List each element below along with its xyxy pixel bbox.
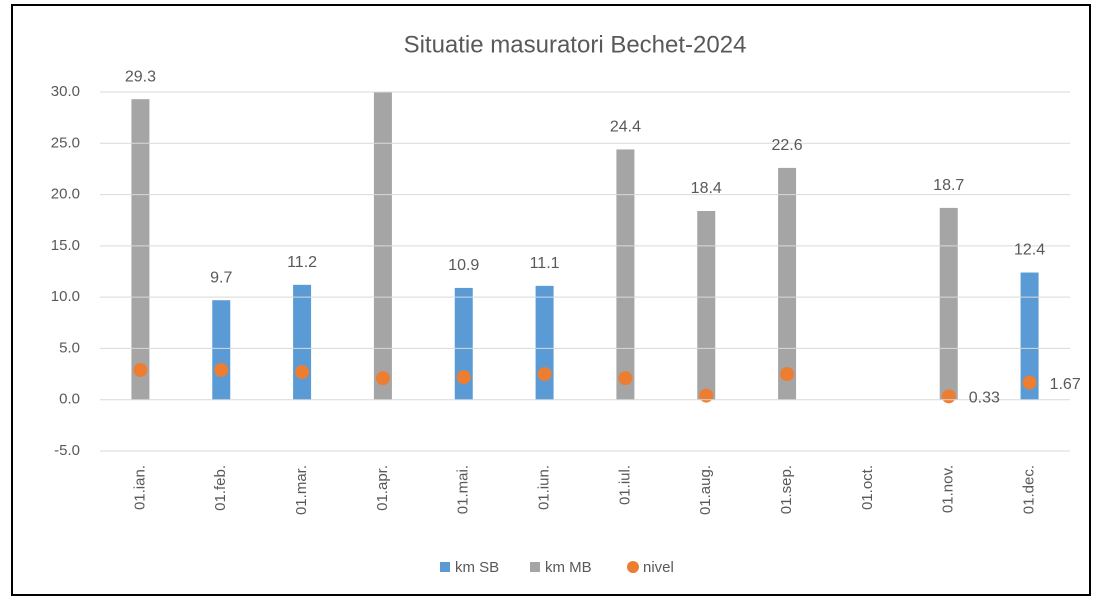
x-tick-label: 01.dec.	[1021, 465, 1038, 514]
bar	[1020, 272, 1039, 400]
y-tick-label: -5.0	[54, 442, 80, 459]
x-tick-label: 01.feb.	[212, 465, 229, 511]
data-label: 22.6	[772, 137, 803, 154]
data-label: 11.1	[530, 255, 560, 272]
marker	[1022, 375, 1037, 390]
x-tick-label: 01.aug.	[697, 465, 714, 515]
marker	[618, 371, 633, 386]
legend-swatch	[440, 562, 450, 572]
y-tick-label: 15.0	[51, 237, 80, 254]
bar	[697, 210, 716, 400]
data-label: 29.3	[125, 68, 156, 85]
x-tick-label: 01.ian.	[131, 465, 148, 510]
data-label: 9.7	[210, 269, 232, 286]
data-label: 24.4	[610, 119, 641, 136]
marker	[537, 367, 552, 382]
x-tick-label: 01.iul.	[616, 465, 633, 505]
y-tick-label: 20.0	[51, 186, 80, 203]
marker	[133, 362, 148, 377]
y-tick-label: 0.0	[59, 391, 80, 408]
legend-label: km MB	[545, 559, 592, 576]
bar	[293, 284, 312, 400]
bar	[212, 300, 231, 400]
x-tick-label: 01.sep.	[778, 465, 795, 514]
y-tick-label: 25.0	[51, 134, 80, 151]
legend-label: km SB	[455, 559, 499, 576]
plot-area	[131, 92, 1039, 404]
marker	[780, 367, 795, 382]
legend-swatch	[530, 562, 540, 572]
bar	[616, 149, 635, 400]
bar	[939, 207, 958, 400]
y-tick-label: 5.0	[59, 339, 80, 356]
data-label: 11.2	[287, 254, 317, 271]
data-label: 0.33	[969, 390, 1000, 407]
x-tick-label: 01.nov.	[940, 465, 957, 513]
x-tick-label: 01.mai.	[455, 465, 472, 514]
marker	[941, 389, 956, 404]
data-label: 1.67	[1050, 376, 1081, 393]
data-label: 18.7	[933, 177, 964, 194]
bar	[131, 99, 150, 400]
bar	[778, 167, 797, 400]
bar	[373, 92, 392, 400]
x-tick-label: 01.iun.	[536, 465, 553, 510]
y-tick-label: 10.0	[51, 288, 80, 305]
legend-marker	[627, 561, 639, 573]
x-tick-label: 01.oct.	[859, 465, 876, 510]
bar	[454, 287, 473, 400]
legend-label: nivel	[643, 559, 674, 576]
marker	[375, 371, 390, 386]
x-tick-label: 01.apr.	[374, 465, 391, 511]
data-label: 10.9	[448, 257, 479, 274]
marker	[456, 370, 471, 385]
bar	[535, 285, 554, 400]
chart-title: Situatie masuratori Bechet-2024	[404, 31, 747, 58]
marker	[295, 365, 310, 380]
marker	[214, 362, 229, 377]
y-tick-label: 30.0	[51, 83, 80, 100]
x-tick-label: 01.mar.	[293, 465, 310, 515]
marker	[699, 388, 714, 403]
data-label: 12.4	[1014, 242, 1045, 259]
data-label: 18.4	[691, 180, 722, 197]
